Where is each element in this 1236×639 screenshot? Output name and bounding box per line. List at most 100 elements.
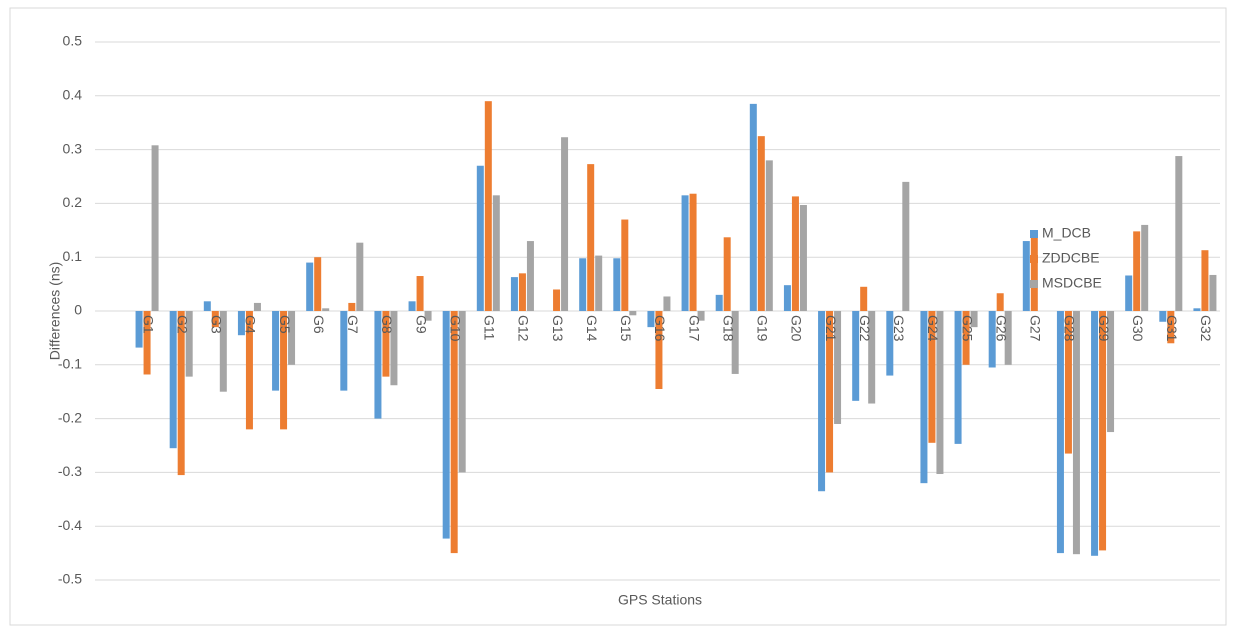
bar (1167, 311, 1175, 344)
bar (348, 302, 356, 311)
x-tick-label: G13 (550, 315, 566, 342)
y-tick-label: -0.1 (58, 356, 82, 372)
bar (1099, 311, 1107, 551)
y-tick-label: 0 (74, 302, 82, 318)
legend-label: M_DCB (1042, 225, 1091, 241)
bar (826, 311, 834, 473)
x-tick-label: G32 (1198, 315, 1214, 342)
bar (408, 301, 416, 311)
x-tick-label: G2 (174, 315, 190, 334)
bar (416, 276, 424, 311)
x-tick-label: G30 (1130, 315, 1146, 342)
bar (185, 311, 193, 377)
x-tick-label: G17 (686, 315, 702, 342)
x-tick-label: G27 (1028, 315, 1044, 342)
legend-swatch (1030, 230, 1038, 238)
bar (783, 285, 791, 311)
bar (424, 311, 432, 321)
bar (280, 311, 288, 430)
bar (356, 242, 364, 311)
bar (442, 311, 450, 539)
bar (886, 311, 894, 376)
y-tick-label: 0.4 (63, 87, 83, 103)
x-tick-label: G16 (652, 315, 668, 342)
bar (731, 311, 739, 374)
bar (151, 145, 159, 311)
x-tick-label: G3 (209, 315, 225, 334)
bar (928, 311, 936, 443)
bar (663, 296, 671, 311)
y-tick-label: 0.5 (63, 33, 83, 49)
bar (322, 308, 330, 311)
bar (681, 195, 689, 311)
legend-swatch (1030, 280, 1038, 288)
bar (868, 311, 876, 404)
bar (390, 311, 398, 386)
bar (920, 311, 928, 484)
bar (988, 311, 996, 368)
bar (689, 193, 697, 311)
x-tick-label: G5 (277, 315, 293, 334)
x-tick-label: G1 (140, 315, 156, 334)
x-tick-label: G14 (584, 315, 600, 342)
bar (314, 257, 322, 311)
bar (211, 311, 219, 328)
bar (613, 258, 621, 311)
bar (1064, 311, 1072, 454)
bar (587, 164, 595, 311)
bar (458, 311, 466, 473)
bar (169, 311, 177, 449)
bar (579, 258, 587, 311)
bar (954, 311, 962, 444)
bar (757, 136, 765, 311)
y-tick-label: 0.3 (63, 140, 83, 156)
bar (697, 311, 705, 321)
bar (1004, 311, 1012, 365)
x-tick-label: G6 (311, 315, 327, 334)
x-tick-label: G20 (789, 315, 805, 342)
bar (561, 137, 569, 311)
bar (723, 237, 731, 311)
bar (1107, 311, 1115, 433)
bar (177, 311, 185, 476)
bar (902, 181, 910, 311)
bar (970, 311, 978, 328)
bar (306, 262, 314, 311)
y-axis-label: Differences (ns) (47, 262, 63, 361)
x-tick-label: G23 (891, 315, 907, 342)
x-tick-label: G9 (413, 315, 429, 334)
bar (553, 289, 561, 311)
bar (1201, 250, 1209, 311)
bar (996, 293, 1004, 311)
x-tick-label: G28 (1062, 315, 1078, 342)
legend-label: ZDDCBE (1042, 250, 1100, 266)
legend-label: MSDCBE (1042, 275, 1102, 291)
bar (1175, 156, 1183, 311)
bar (288, 311, 296, 365)
bar (450, 311, 458, 554)
bar (1193, 308, 1201, 311)
bar (1072, 311, 1080, 555)
bar (715, 294, 723, 311)
bar (749, 103, 757, 312)
bar (510, 277, 518, 311)
x-tick-label: G15 (618, 315, 634, 342)
y-tick-label: -0.5 (58, 571, 82, 587)
bar (936, 311, 944, 475)
x-tick-label: G29 (1096, 315, 1112, 342)
x-tick-label: G24 (925, 315, 941, 342)
bar (621, 219, 629, 311)
y-tick-label: -0.2 (58, 409, 82, 425)
bar (203, 301, 211, 311)
x-tick-label: G12 (516, 315, 532, 342)
y-tick-label: 0.2 (63, 194, 83, 210)
bar (1022, 241, 1030, 311)
x-tick-label: G7 (345, 315, 361, 334)
bar (484, 101, 492, 312)
bar (818, 311, 826, 492)
bar (1209, 274, 1217, 311)
bar (374, 311, 382, 419)
bar (1091, 311, 1099, 556)
bar (647, 311, 655, 328)
